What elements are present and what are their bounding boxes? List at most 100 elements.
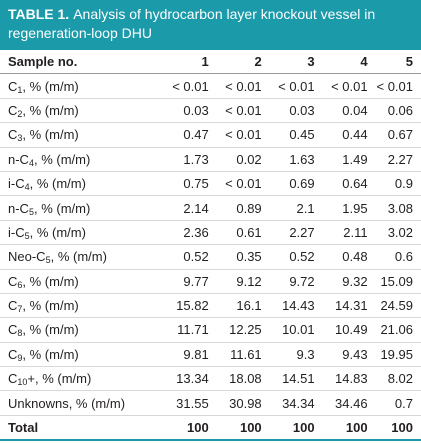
row-label-main: Unknowns, % (m/m) (8, 395, 126, 411)
cell-sample-3: 0.03 (261, 98, 315, 124)
cell-sample-2: 18.08 (208, 366, 262, 392)
row-label-main: C (8, 298, 18, 314)
cell-sample-5: 0.6 (367, 244, 421, 270)
row-label: C1, % (m/m) (0, 73, 156, 99)
cell-sample-3: 9.3 (261, 342, 315, 368)
total-sample-3: 100 (261, 414, 315, 442)
table-row: C7, % (m/m) 15.82 16.1 14.43 14.31 24.59 (0, 293, 421, 319)
row-label-unit: , % (m/m) (29, 224, 86, 240)
row-label: i-C5, % (m/m) (0, 220, 156, 246)
cell-sample-2: < 0.01 (208, 73, 262, 99)
cell-sample-3: 2.27 (261, 220, 315, 246)
row-label-subscript: 9 (17, 352, 23, 363)
cell-sample-2: 16.1 (208, 293, 262, 319)
cell-sample-2: 9.12 (208, 269, 262, 294)
cell-sample-4: 0.64 (314, 171, 368, 197)
table-row: i-C5, % (m/m) 2.36 0.61 2.27 2.11 3.02 (0, 220, 421, 246)
row-label-unit: , % (m/m) (22, 102, 79, 118)
row-label-unit: , % (m/m) (50, 249, 107, 265)
table-row: C10+, % (m/m) 13.34 18.08 14.51 14.83 8.02 (0, 366, 421, 392)
row-label: n-C4, % (m/m) (0, 147, 156, 172)
row-label-subscript: 2 (17, 108, 23, 119)
cell-sample-1: 15.82 (155, 293, 209, 319)
header-sample-no: Sample no. (0, 50, 156, 75)
header-row: Sample no. 1 2 3 4 5 (0, 50, 421, 75)
row-label-unit: , % (m/m) (22, 127, 79, 143)
cell-sample-3: 0.52 (261, 244, 315, 270)
data-table: Sample no. 1 2 3 4 5 C1, % (m/m) < 0.01 < … (0, 50, 421, 442)
row-label-subscript: 4 (24, 182, 30, 193)
cell-sample-3: 14.51 (261, 366, 315, 392)
cell-sample-3: 1.63 (261, 147, 315, 172)
table-row: i-C4, % (m/m) 0.75 < 0.01 0.69 0.64 0.9 (0, 171, 421, 197)
header-sample-5: 5 (367, 50, 421, 75)
cell-sample-2: 11.61 (208, 342, 262, 368)
cell-sample-2: 0.89 (208, 195, 262, 221)
table-row: C6, % (m/m) 9.77 9.12 9.72 9.32 15.09 (0, 269, 421, 294)
row-label-main: C (8, 78, 18, 94)
row-label: n-C5, % (m/m) (0, 195, 156, 221)
row-label-subscript: 5 (24, 230, 30, 241)
total-sample-1: 100 (155, 414, 209, 442)
row-label-main: C (8, 322, 18, 338)
cell-sample-1: 13.34 (155, 366, 209, 392)
table-row: Unknowns, % (m/m) 31.55 30.98 34.34 34.46 0.7 (0, 390, 421, 416)
cell-sample-3: 2.1 (261, 195, 315, 221)
table-row: C9, % (m/m) 9.81 11.61 9.3 9.43 19.95 (0, 342, 421, 368)
row-label-subscript: 8 (17, 328, 23, 339)
cell-sample-1: 2.36 (155, 220, 209, 246)
cell-sample-5: 0.9 (367, 171, 421, 197)
row-label: i-C4, % (m/m) (0, 171, 156, 197)
cell-sample-4: 0.44 (314, 122, 368, 148)
cell-sample-2: 12.25 (208, 317, 262, 343)
cell-sample-5: 8.02 (367, 366, 421, 392)
row-label-unit: , % (m/m) (22, 298, 79, 314)
cell-sample-5: 2.27 (367, 147, 421, 172)
table-title: TABLE 1. Analysis of hydrocarbon layer kn… (0, 0, 421, 50)
cell-sample-3: 10.01 (261, 317, 315, 343)
cell-sample-2: < 0.01 (208, 171, 262, 197)
cell-sample-4: 0.48 (314, 244, 368, 270)
table-row: C2, % (m/m) 0.03 < 0.01 0.03 0.04 0.06 (0, 98, 421, 124)
row-label-unit: , % (m/m) (33, 151, 91, 167)
row-label-main: i-C (8, 224, 25, 240)
cell-sample-3: 9.72 (261, 269, 315, 294)
table-number: TABLE 1. (8, 6, 70, 22)
row-label-main: C (8, 127, 18, 143)
row-label-unit: , % (m/m) (22, 346, 79, 362)
row-label: C9, % (m/m) (0, 342, 156, 368)
row-label: C6, % (m/m) (0, 269, 156, 294)
cell-sample-4: 2.11 (314, 220, 368, 246)
cell-sample-4: < 0.01 (314, 73, 368, 99)
total-sample-2: 100 (208, 414, 262, 442)
cell-sample-4: 14.31 (314, 293, 368, 319)
table-row: C3, % (m/m) 0.47 < 0.01 0.45 0.44 0.67 (0, 122, 421, 148)
row-label: C10+, % (m/m) (0, 366, 156, 392)
cell-sample-1: 0.52 (155, 244, 209, 270)
table-row: C8, % (m/m) 11.71 12.25 10.01 10.49 21.06 (0, 317, 421, 343)
row-label: Neo-C5, % (m/m) (0, 244, 156, 270)
row-label-unit: , % (m/m) (22, 78, 79, 94)
cell-sample-4: 1.49 (314, 147, 368, 172)
cell-sample-2: < 0.01 (208, 98, 262, 124)
row-label-subscript: 7 (17, 304, 23, 315)
row-label: C2, % (m/m) (0, 98, 156, 124)
table-row: C1, % (m/m) < 0.01 < 0.01 < 0.01 < 0.01 < 0.0… (0, 73, 421, 99)
cell-sample-3: < 0.01 (261, 73, 315, 99)
cell-sample-1: 1.73 (155, 147, 209, 172)
cell-sample-2: 30.98 (208, 390, 262, 416)
row-label: C8, % (m/m) (0, 317, 156, 343)
cell-sample-5: 21.06 (367, 317, 421, 343)
cell-sample-1: 0.03 (155, 98, 209, 124)
row-label: C7, % (m/m) (0, 293, 156, 319)
row-label-subscript: 10 (17, 377, 28, 388)
cell-sample-2: 0.61 (208, 220, 262, 246)
row-label: Unknowns, % (m/m) (0, 390, 156, 416)
cell-sample-1: 2.14 (155, 195, 209, 221)
row-label-main: C (8, 102, 18, 118)
table-row: n-C4, % (m/m) 1.73 0.02 1.63 1.49 2.27 (0, 147, 421, 172)
row-label-unit: , % (m/m) (29, 176, 86, 192)
total-label: Total (0, 414, 156, 442)
row-label-main: n-C (8, 151, 29, 167)
